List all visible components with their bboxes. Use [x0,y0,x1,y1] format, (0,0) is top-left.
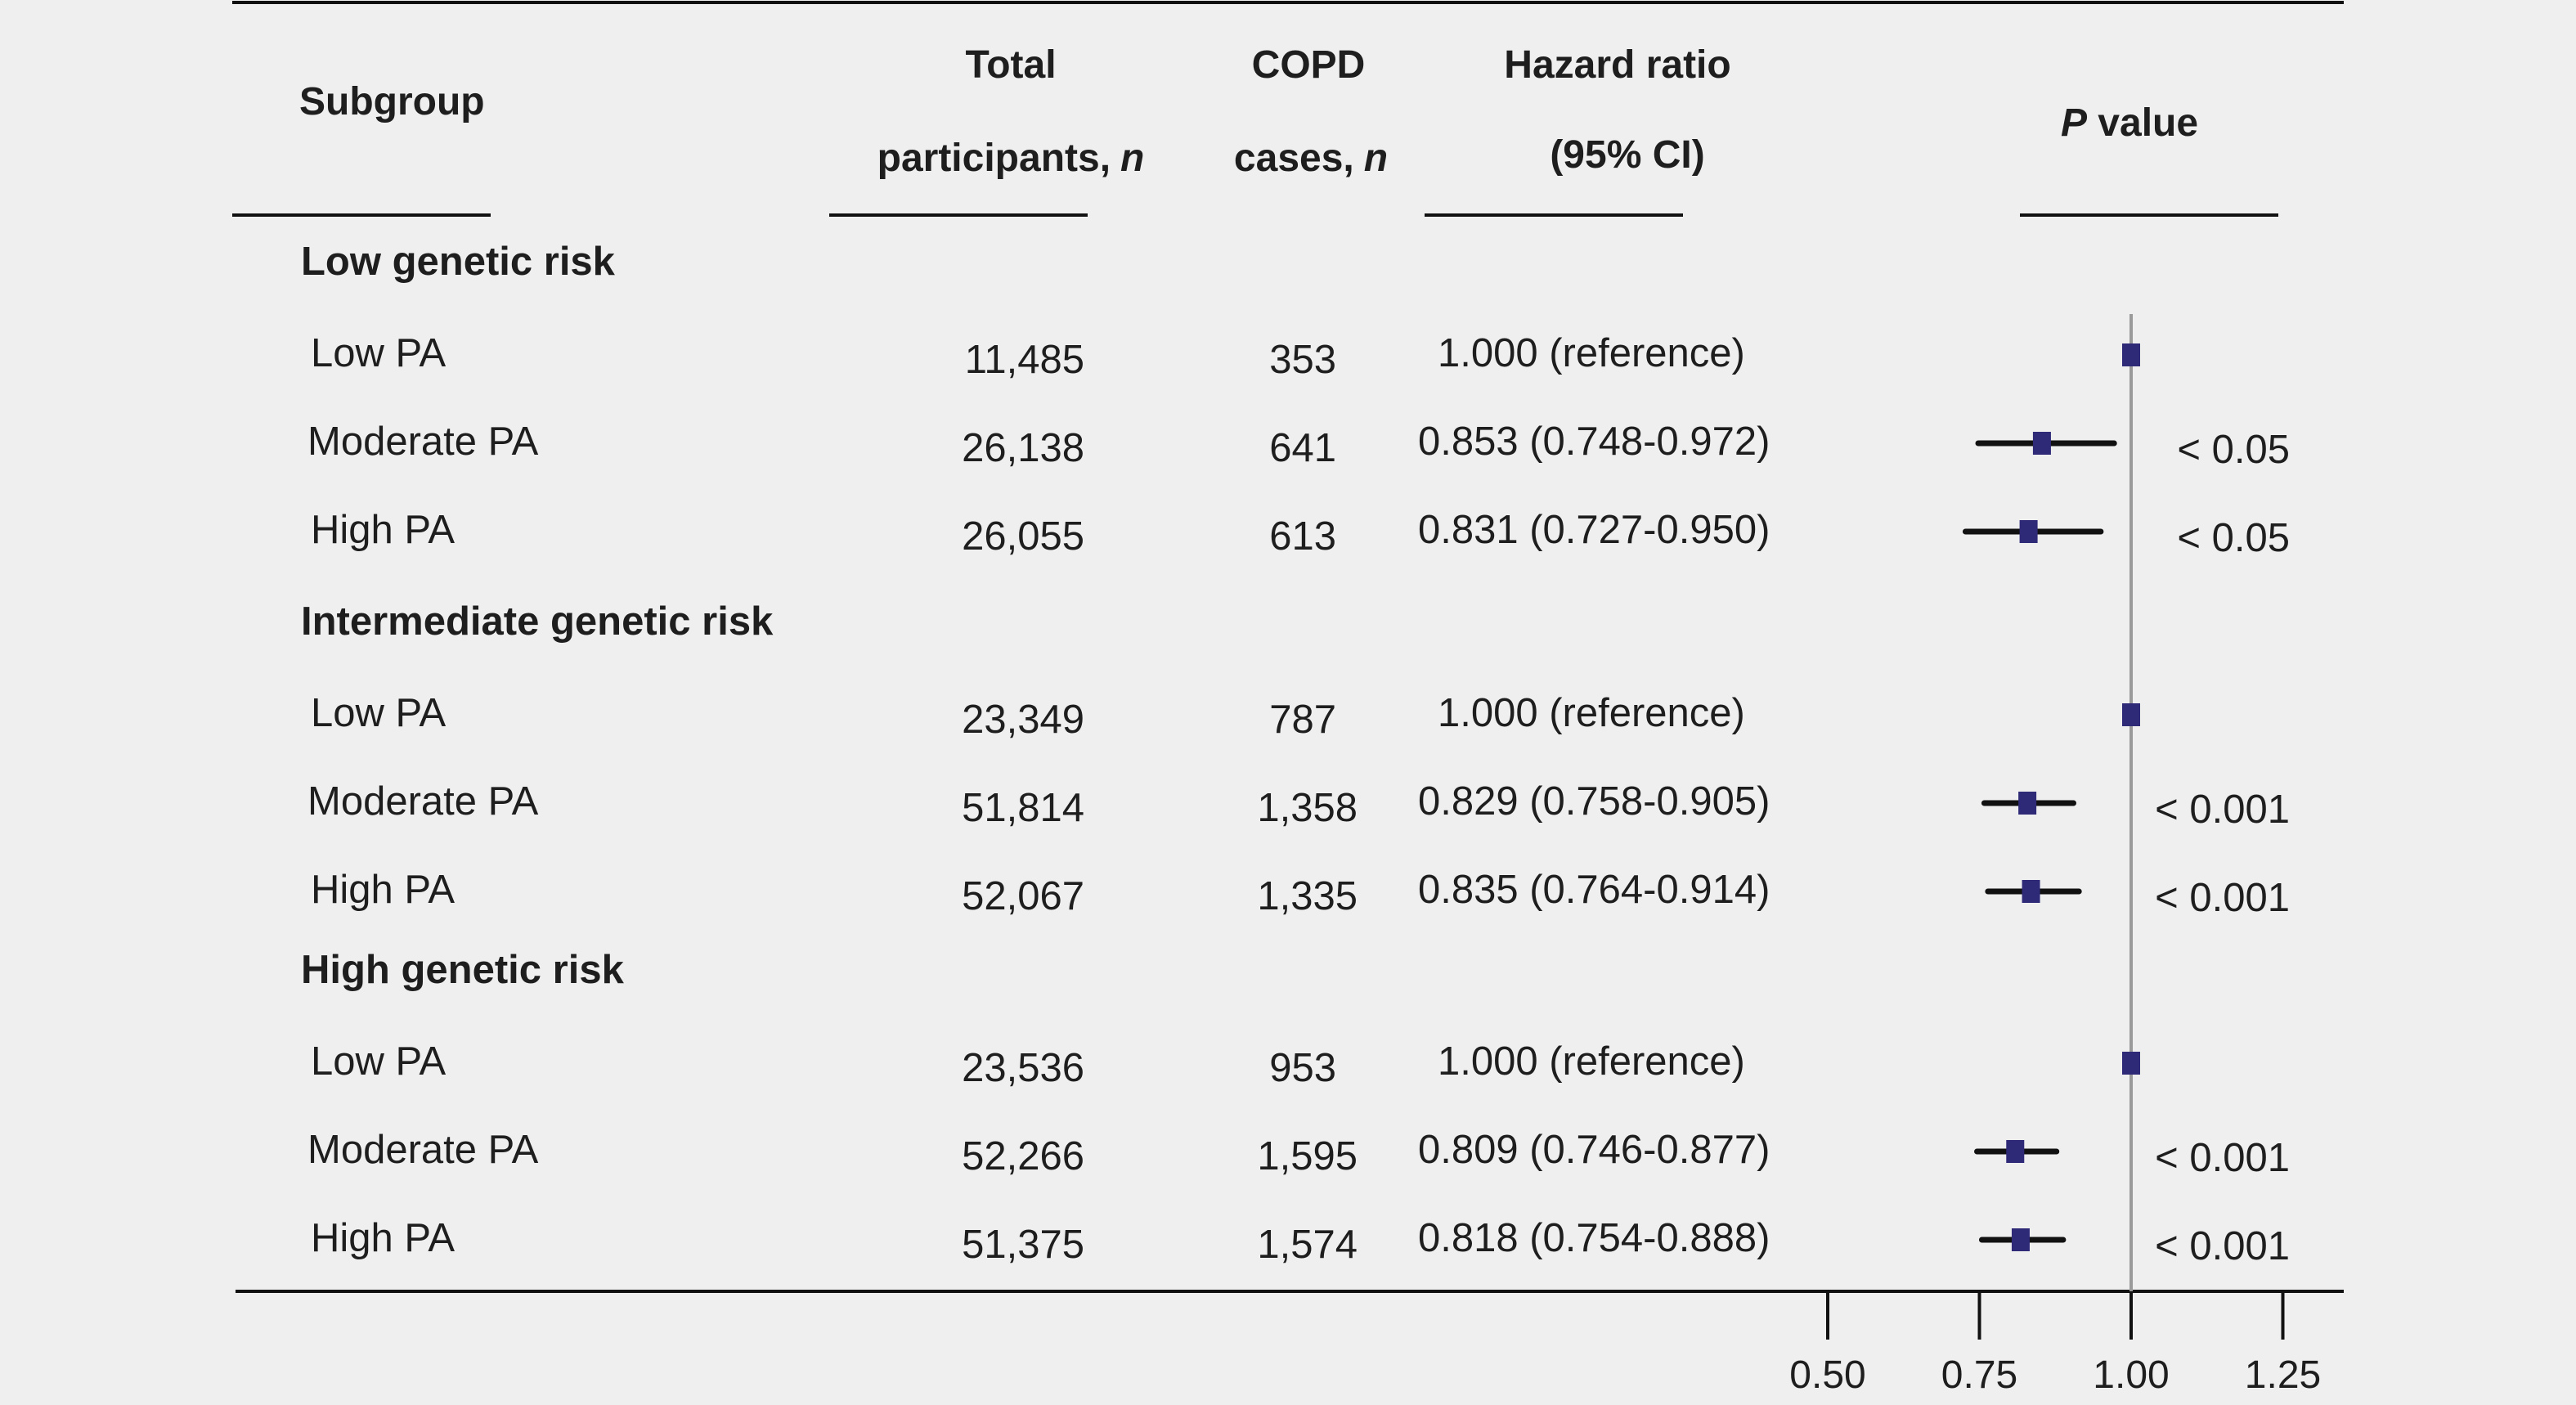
hazard-ratio-marker [2122,343,2140,366]
x-tick-label: 1.25 [2245,1353,2321,1397]
copd-cases-value: 953 [1269,1046,1336,1090]
subgroup-label: Low PA [311,331,447,375]
hazard-ratio-marker [2018,792,2037,815]
p-value-text: < 0.001 [2155,1136,2290,1180]
p-value-header-p: P [2061,101,2088,145]
subgroup-label: High PA [311,868,455,912]
hazard-ratio-marker [2006,1140,2025,1163]
hr-header-line1: Hazard ratio [1504,43,1730,87]
copd-cases-value: 613 [1269,514,1336,559]
total-participants-value: 23,536 [962,1046,1084,1090]
total-participants-value: 51,814 [962,786,1084,830]
total-participants-value: 26,055 [962,514,1084,559]
subgroup-label: High PA [311,508,455,552]
total-header-n: n [1120,137,1144,180]
copd-cases-value: 1,358 [1257,786,1358,830]
subgroup-label: Low PA [311,691,447,735]
hazard-ratio-text: 1.000 (reference) [1438,691,1745,735]
copd-cases-value: 1,574 [1257,1223,1358,1267]
cases-header-n: n [1364,137,1388,180]
hazard-ratio-marker [2122,1052,2140,1075]
total-participants-value: 23,349 [962,698,1084,742]
cases-header-line1: COPD [1252,43,1366,87]
copd-cases-value: 641 [1269,426,1336,470]
p-value-text: < 0.001 [2155,788,2290,832]
group-label: High genetic risk [301,948,625,992]
x-tick-label: 1.00 [2093,1353,2169,1397]
copd-cases-value: 353 [1269,338,1336,382]
hazard-ratio-marker [2011,1228,2030,1251]
hazard-ratio-text: 0.853 (0.748-0.972) [1418,420,1770,464]
x-tick-label: 0.50 [1789,1353,1865,1397]
total-header-line2: participants, n [877,137,1145,180]
hazard-ratio-text: 0.818 (0.754-0.888) [1418,1216,1770,1260]
total-participants-value: 52,067 [962,874,1084,918]
x-tick-label: 0.75 [1941,1353,2017,1397]
forest-rows: Low genetic risk Low PA 11,485 353 1.000 (re… [301,240,2290,1268]
hazard-ratio-text: 1.000 (reference) [1438,1039,1745,1084]
total-header-line1: Total [965,43,1056,87]
hazard-ratio-text: 0.809 (0.746-0.877) [1418,1128,1770,1172]
hazard-ratio-marker [2122,703,2140,726]
p-value-text: < 0.05 [2177,516,2290,560]
subgroup-label: Moderate PA [307,779,539,824]
total-header-label: participants, [877,137,1111,180]
total-participants-value: 51,375 [962,1223,1084,1267]
cases-header-line2: cases, n [1234,137,1388,180]
subgroup-label: Low PA [311,1039,447,1084]
total-participants-value: 52,266 [962,1134,1084,1178]
subgroup-label: Moderate PA [307,1128,539,1172]
subgroup-label: High PA [311,1216,455,1260]
subgroup-label: Moderate PA [307,420,539,464]
hazard-ratio-marker [2032,432,2051,455]
hazard-ratio-marker [2019,520,2038,543]
total-participants-value: 26,138 [962,426,1084,470]
copd-cases-value: 1,595 [1257,1134,1358,1178]
cases-header-label: cases, [1234,137,1354,180]
p-value-text: < 0.001 [2155,876,2290,920]
copd-cases-value: 787 [1269,698,1336,742]
hazard-ratio-marker [2022,880,2040,903]
hazard-ratio-text: 1.000 (reference) [1438,331,1745,375]
hazard-ratio-text: 0.835 (0.764-0.914) [1418,868,1770,912]
p-value-header-rest: value [2087,101,2198,145]
p-value-text: < 0.05 [2177,428,2290,472]
subgroup-header: Subgroup [299,80,485,123]
p-value-header: P value [2061,101,2198,145]
copd-cases-value: 1,335 [1257,874,1358,918]
group-label: Intermediate genetic risk [301,599,774,644]
x-axis: 0.50 0.75 1.00 1.25 [1789,1293,2321,1397]
total-participants-value: 11,485 [965,338,1084,382]
hazard-ratio-text: 0.831 (0.727-0.950) [1418,508,1770,552]
hr-header-line2: (95% CI) [1550,133,1704,177]
p-value-text: < 0.001 [2155,1224,2290,1268]
hazard-ratio-text: 0.829 (0.758-0.905) [1418,779,1770,824]
group-label: Low genetic risk [301,240,616,284]
